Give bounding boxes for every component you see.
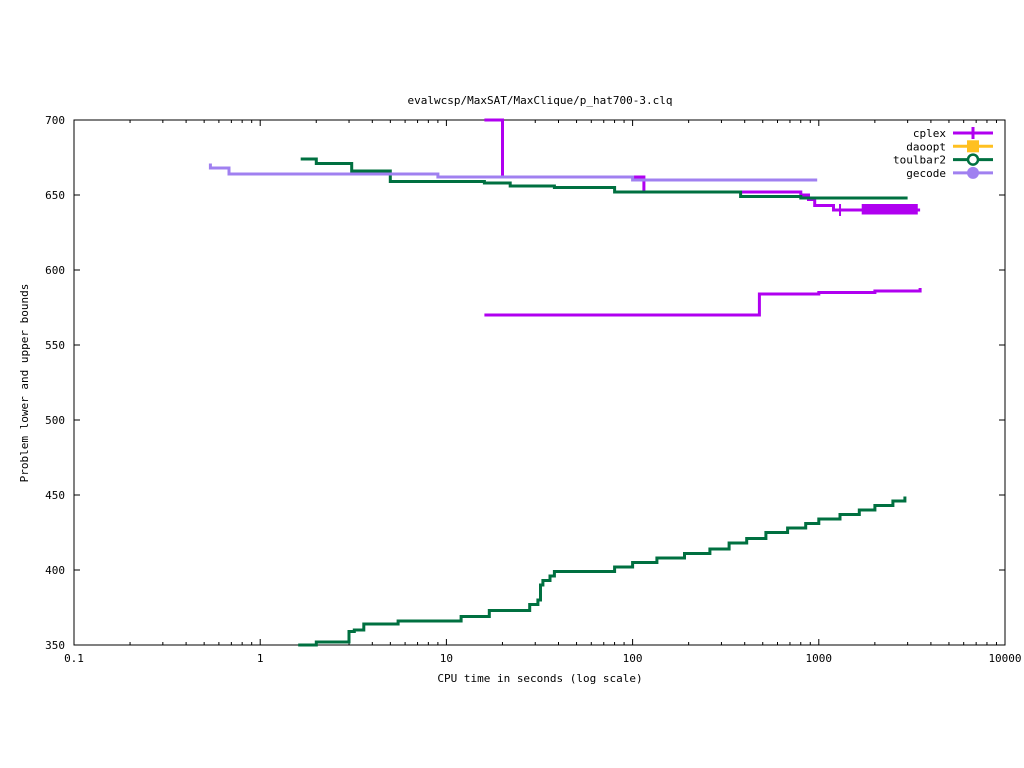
legend-label-gecode: gecode (906, 167, 946, 180)
legend-marker-toulbar2 (966, 153, 980, 166)
x-axis-label: CPU time in seconds (log scale) (437, 672, 642, 685)
y-tick-label: 700 (45, 114, 65, 127)
cplex-error-bar (861, 204, 918, 215)
x-tick-label: 1 (257, 652, 264, 665)
legend-marker-daoopt (967, 140, 979, 153)
x-axis: 0.1 1 10 100 1000 10000 (64, 120, 1022, 665)
y-axis-label: Problem lower and upper bounds (18, 284, 31, 483)
y-axis: 350 400 450 500 550 600 650 700 (45, 114, 1005, 652)
x-tick-label: 10000 (988, 652, 1021, 665)
gecode-series-line (208, 163, 818, 182)
toulbar2-series-line (298, 496, 907, 647)
toulbar2-series-line (300, 157, 908, 200)
x-tick-label: 10 (440, 652, 453, 665)
x-tick-label: 100 (623, 652, 643, 665)
chart-title: evalwcsp/MaxSAT/MaxClique/p_hat700-3.clq (408, 94, 673, 107)
y-tick-label: 450 (45, 489, 65, 502)
x-tick-label: 1000 (806, 652, 833, 665)
y-tick-label: 600 (45, 264, 65, 277)
y-tick-label: 650 (45, 189, 65, 202)
x-tick-label: 0.1 (64, 652, 84, 665)
legend-marker-gecode (967, 166, 979, 179)
legend-label-cplex: cplex (913, 127, 946, 140)
legend-label-toulbar2: toulbar2 (893, 154, 946, 167)
y-tick-label: 400 (45, 564, 65, 577)
series-layer (208, 118, 922, 647)
y-tick-label: 350 (45, 639, 65, 652)
plot-area-border (73, 119, 1006, 646)
legend-label-daoopt: daoopt (906, 140, 946, 153)
y-tick-label: 550 (45, 339, 65, 352)
y-tick-label: 500 (45, 414, 65, 427)
cplex-series-line (484, 288, 922, 317)
